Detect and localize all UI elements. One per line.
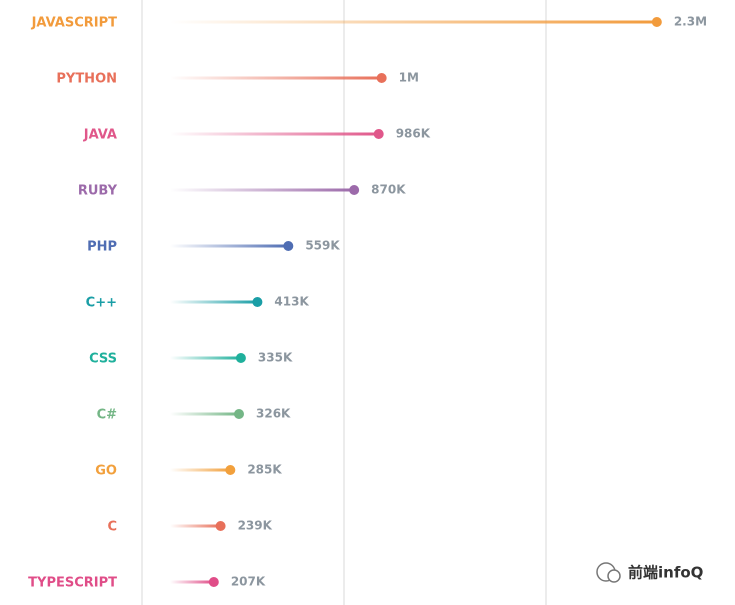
category-label: TYPESCRIPT <box>28 576 117 591</box>
value-label: 870K <box>371 183 406 197</box>
category-label: CSS <box>89 352 117 367</box>
value-label: 559K <box>305 239 340 253</box>
watermark-text: 前端infoQ <box>628 564 703 582</box>
category-label: PHP <box>87 240 117 255</box>
value-label: 1M <box>399 71 419 85</box>
category-label: RUBY <box>78 184 118 199</box>
category-label: PYTHON <box>56 72 117 87</box>
value-label: 986K <box>396 127 431 141</box>
value-label: 326K <box>256 407 291 421</box>
category-label: JAVA <box>83 128 117 143</box>
value-label: 285K <box>247 463 282 477</box>
lollipop-dot <box>208 577 219 587</box>
lollipop-dot <box>234 409 245 419</box>
value-label: 207K <box>231 575 266 589</box>
lollipop-dot <box>376 73 387 83</box>
category-label: C++ <box>86 296 117 311</box>
lollipop-dot <box>252 297 263 307</box>
watermark: 前端infoQ <box>596 562 703 583</box>
category-label: JAVASCRIPT <box>31 16 118 31</box>
category-label: C <box>107 520 117 535</box>
lollipop-dot <box>283 241 294 251</box>
lollipop-dot <box>215 521 226 531</box>
lollipop-dot <box>225 465 236 475</box>
lollipop-dot <box>373 129 384 139</box>
category-label: C# <box>97 408 118 423</box>
value-label: 2.3M <box>674 15 707 29</box>
lollipop-dot <box>349 185 360 195</box>
category-label: GO <box>95 464 117 479</box>
value-label: 413K <box>274 295 309 309</box>
lollipop-dot <box>235 353 246 363</box>
watermark-icon <box>607 569 621 583</box>
value-label: 335K <box>258 351 293 365</box>
value-label: 239K <box>238 519 273 533</box>
lollipop-dot <box>651 17 662 27</box>
